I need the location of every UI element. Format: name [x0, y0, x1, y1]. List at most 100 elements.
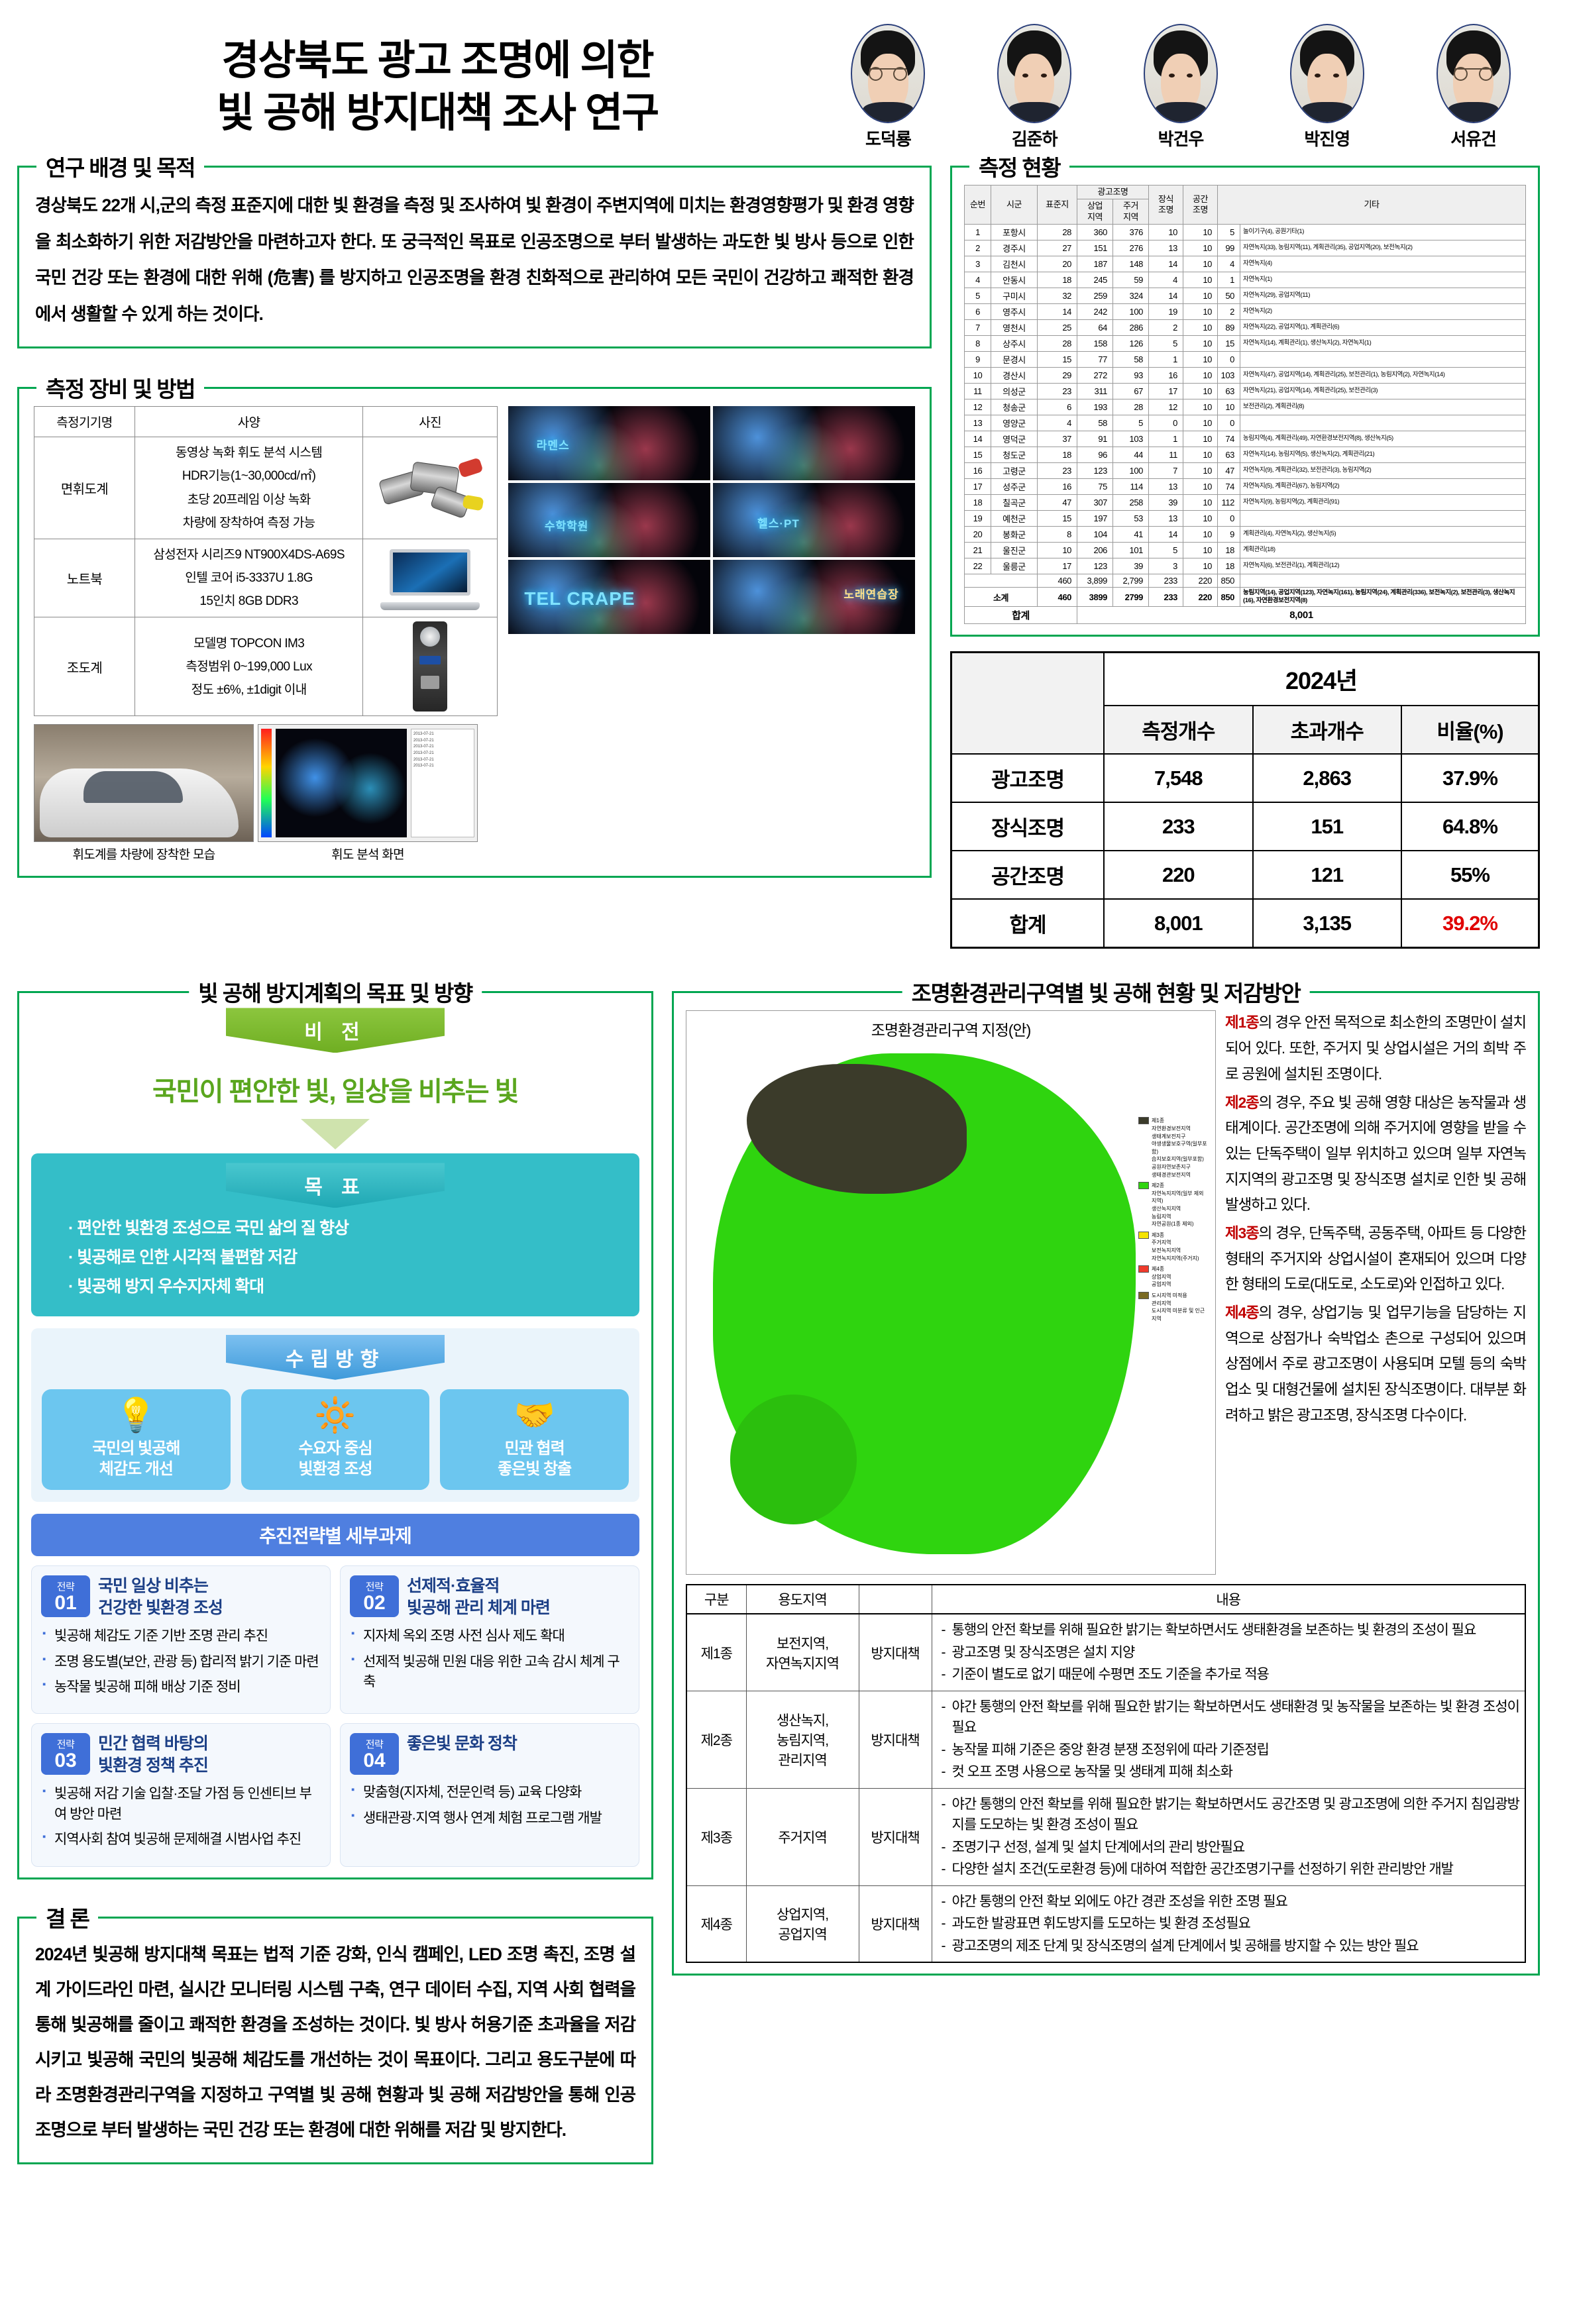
- cell-etc-num: 9: [1217, 525, 1240, 543]
- cell-no: 15: [964, 446, 991, 463]
- task-title: 선제적·효율적 빛공해 관리 체계 마련: [407, 1577, 551, 1617]
- table-row-total: 합계 8,001: [964, 606, 1526, 625]
- cell-city: 영덕군: [991, 430, 1038, 447]
- spec-line: 모델명 TOPCON IM3: [193, 636, 305, 651]
- cell-remark: 자연녹지(6), 보전관리(1), 계획관리(12): [1240, 557, 1526, 574]
- table-row: 합계 8,001 3,135 39.2%: [950, 898, 1540, 949]
- zone-area: 주거지역: [745, 1787, 859, 1886]
- cell-residential: 286: [1112, 319, 1149, 336]
- vision-badge: 비 전: [226, 1008, 445, 1053]
- col-header-std: 표준지: [1037, 185, 1077, 225]
- summary-exceed: 121: [1252, 850, 1402, 900]
- zone-content-item: 통행의 안전 확보를 위해 필요한 밝기는 확보하면서도 생태환경을 보존하는 …: [938, 1620, 1520, 1641]
- cell-std: 15: [1037, 350, 1077, 368]
- cell-space: 10: [1183, 239, 1218, 256]
- table-row: 22 울릉군 17 123 39 3 10 18 자연녹지(6), 보전관리(1), 계획관리(…: [964, 557, 1526, 574]
- cell-deco: 16: [1148, 366, 1183, 384]
- cell-deco: 14: [1148, 287, 1183, 304]
- cell-city: 구미시: [991, 287, 1038, 304]
- table-row: 10 경산시 29 272 93 16 10 103 자연녹지(47), 공업지역(14), 계…: [964, 366, 1526, 384]
- legend-swatch: [1138, 1117, 1149, 1125]
- cell-std: 32: [1037, 287, 1077, 304]
- cell-deco: 2: [1148, 319, 1183, 336]
- spec-line: 차량에 장착하여 측정 가능: [182, 515, 315, 530]
- cell-city: 울진군: [991, 541, 1038, 558]
- zone-area: 보전지역, 자연녹지지역: [745, 1613, 859, 1691]
- cell-space: 10: [1183, 494, 1218, 511]
- zone-note: 제3종의 경우, 단독주택, 공동주택, 아파트 등 다양한 형태의 주거지와 …: [1225, 1221, 1527, 1298]
- cell-no: 22: [964, 557, 991, 574]
- cell-no: 9: [964, 350, 991, 368]
- photo-analysis-screen: 2013-07-21 2013-07-21 2013-07-21 2013-07-21…: [258, 724, 478, 843]
- legend-swatch: [1138, 1291, 1149, 1299]
- zone-map-box: 조명환경관리구역 지정(안) 제1종 자연환경보전지역 생태계보전지구 야생생물보호구…: [686, 1010, 1216, 1575]
- cell-commercial: 75: [1077, 478, 1113, 495]
- task-item: 농작물 빛공해 피해 배상 기준 정비: [41, 1677, 321, 1697]
- zone-content: 통행의 안전 확보를 위해 필요한 밝기는 확보하면서도 생태환경을 보존하는 …: [931, 1613, 1526, 1691]
- cell-residential: 93: [1112, 366, 1149, 384]
- summary-exceed: 3,135: [1252, 898, 1402, 949]
- cell-deco: 3: [1148, 557, 1183, 574]
- cell-etc-num: 63: [1217, 382, 1240, 399]
- cell-etc-num: 103: [1217, 366, 1240, 384]
- cell-deco: 14: [1148, 255, 1183, 272]
- cell-std: 10: [1037, 541, 1077, 558]
- cell-etc-num: 50: [1217, 287, 1240, 304]
- author-item: 박진영: [1271, 23, 1383, 150]
- legend-swatch: [1138, 1265, 1149, 1273]
- direction-card: 💡 국민의 빛공해 체감도 개선: [42, 1389, 231, 1491]
- device-spec: 삼성전자 시리즈9 NT900X4DS-A69S 인텔 코어 i5-3337U …: [134, 538, 364, 618]
- cell-residential: 59: [1112, 271, 1149, 288]
- zone-content-item: 광고조명의 제조 단계 및 장식조명의 설계 단계에서 빛 공해를 방지할 수 …: [938, 1936, 1520, 1957]
- table-row: 8 상주시 28 158 126 5 10 15 자연녹지(14), 계획관리(1), 생산녹지…: [964, 335, 1526, 352]
- table-row: 13 영양군 4 58 5 0 10 0: [964, 414, 1526, 431]
- summary-rate: 39.2%: [1400, 898, 1540, 949]
- cell-std: 23: [1037, 462, 1077, 479]
- cell-no: 16: [964, 462, 991, 479]
- night-photo: [713, 406, 915, 481]
- zone-area: 상업지역, 공업지역: [745, 1885, 859, 1963]
- cell-std: 28: [1037, 223, 1077, 240]
- cell-etc-num: 5: [1217, 223, 1240, 240]
- cell-space: 10: [1183, 557, 1218, 574]
- cell-residential: 39: [1112, 557, 1149, 574]
- conclusion-body: 2024년 빛공해 방지대책 목표는 법적 기준 강화, 인식 캠페인, LED…: [35, 1944, 636, 2140]
- cell-commercial: 123: [1077, 462, 1113, 479]
- legend-label: 도시지역 미적용 관리지역 도시지역 미분류 및 인근지역: [1152, 1292, 1205, 1322]
- col-header-exceed: 초과개수: [1252, 705, 1402, 755]
- col-header-device: 측정기기명: [34, 406, 135, 438]
- cell-remark: 자연녹지(5), 계획관리(67), 농림지역(2): [1240, 478, 1526, 495]
- section-plan: 빛 공해 방지계획의 목표 및 방향 비 전 국민이 편안한 빛, 일상을 비추…: [17, 976, 653, 1879]
- goal-list: 편안한 빛환경 조성으로 국민 삶의 질 향상 빛공해로 인한 시각적 불편함 …: [48, 1214, 622, 1301]
- cell-deco: 19: [1148, 303, 1183, 320]
- title-line-2: 빛 공해 방지대책 조사 연구: [216, 90, 659, 136]
- cell-remark: 자연녹지(29), 공업지역(11): [1240, 287, 1526, 304]
- cell-residential: 67: [1112, 382, 1149, 399]
- legend-item: 제3종 주거지역 보전녹지지역 자연녹지지역(주거지): [1138, 1231, 1207, 1262]
- col-header-rate: 비율(%): [1400, 705, 1540, 755]
- table-row: 제3종주거지역방지대책야간 통행의 안전 확보를 위해 필요한 밝기는 확보하면…: [686, 1787, 1526, 1886]
- cell-residential: 5: [1112, 414, 1149, 431]
- cell-remark: 농림지역(4), 계획관리(49), 자연환경보전지역(8), 생산녹지(5): [1240, 430, 1526, 447]
- task-item: 지자체 옥외 조명 사전 심사 제도 확대: [350, 1626, 629, 1646]
- cell-city: 칠곡군: [991, 494, 1038, 511]
- illuminance-meter-icon: [413, 621, 448, 712]
- legend-item: 제1종 자연환경보전지역 생태계보전지구 야생생물보호구역(일부포함) 습지보호지역(일…: [1138, 1117, 1207, 1179]
- cell-space: 10: [1183, 271, 1218, 288]
- zone-kind: 제1종: [686, 1613, 747, 1691]
- col-header-etc: 기타: [1217, 185, 1526, 225]
- zone-content-item: 다양한 설치 조건(도로환경 등)에 대하여 적합한 공간조명기구를 선정하기 …: [938, 1859, 1520, 1880]
- col-header-photo: 사진: [362, 406, 498, 438]
- cell-deco: 17: [1148, 382, 1183, 399]
- spec-line: HDR기능(1~30,000cd/㎡): [182, 469, 316, 484]
- legend-swatch: [1138, 1231, 1149, 1239]
- direction-line2: 좋은빛 창출: [498, 1459, 572, 1478]
- handshake-icon: 🤝: [514, 1396, 555, 1434]
- zone-note-text: 의 경우, 상업기능 및 업무기능을 담당하는 지역으로 상점가나 숙박업소 촌…: [1225, 1304, 1527, 1424]
- section-title-conclusion: 결 론: [36, 1901, 99, 1933]
- cell-city: 포항시: [991, 223, 1038, 240]
- legend-label: 제3종 주거지역 보전녹지지역 자연녹지지역(주거지): [1152, 1232, 1199, 1261]
